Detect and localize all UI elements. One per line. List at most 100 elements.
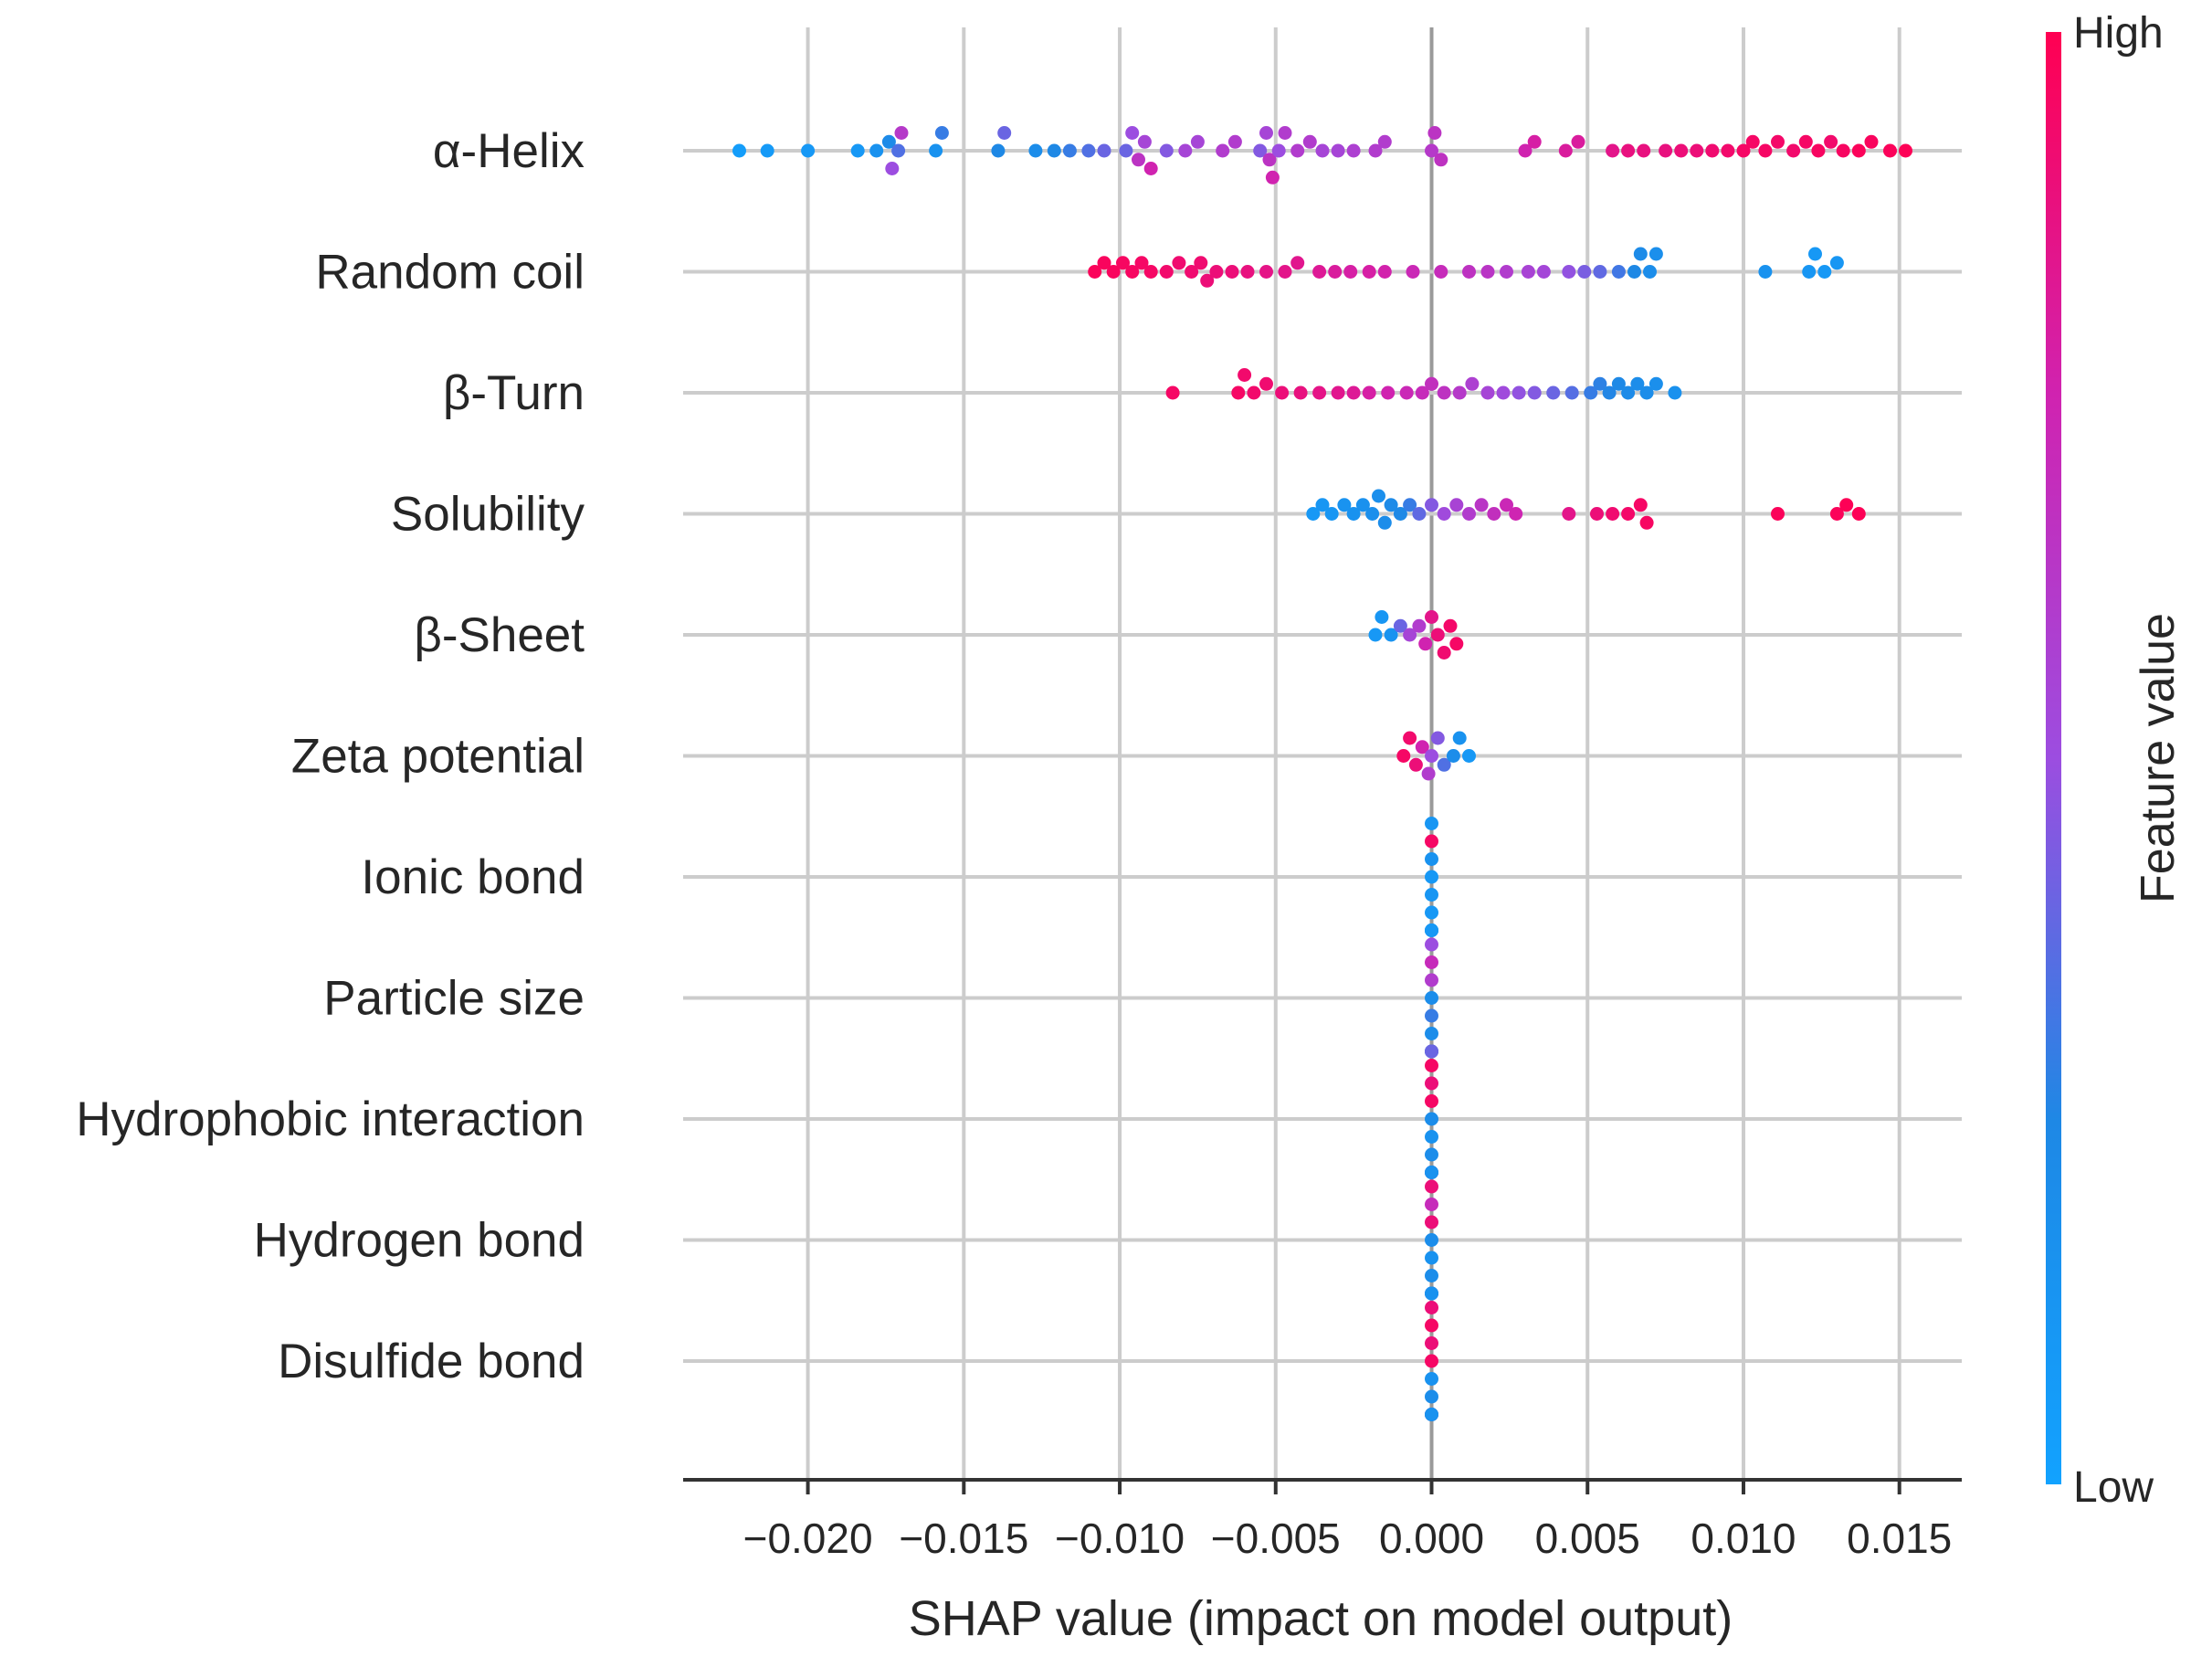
shap-point [1377, 515, 1392, 530]
feature-label: Zeta potential [291, 730, 585, 784]
feature-label: Hydrogen bond [254, 1214, 585, 1268]
shap-point [1446, 749, 1460, 763]
shap-point [1425, 1354, 1438, 1368]
shap-point [997, 126, 1012, 140]
shap-point [1758, 265, 1773, 279]
shap-point [1259, 126, 1273, 140]
shap-point [1143, 162, 1158, 175]
shap-point [1425, 955, 1438, 969]
shap-point [1509, 507, 1523, 521]
feature-label: α-Helix [433, 124, 585, 178]
x-tick-label: 0.015 [1847, 1515, 1952, 1562]
shap-point [1633, 247, 1648, 261]
shap-point [1165, 385, 1180, 400]
shap-point [1817, 265, 1832, 279]
shap-point [1425, 1112, 1438, 1126]
shap-point [1396, 749, 1411, 763]
shap-point [1106, 265, 1121, 279]
shap-point [1384, 628, 1398, 642]
shap-point [1399, 385, 1414, 400]
shap-point [1798, 134, 1813, 149]
feature-label: β-Turn [443, 366, 585, 420]
shap-point [1143, 265, 1158, 279]
shap-point [1802, 265, 1817, 279]
shap-point [1883, 143, 1897, 158]
shap-point [1362, 265, 1376, 279]
x-tick-label: −0.010 [1055, 1515, 1185, 1562]
shap-point [1593, 265, 1607, 279]
shap-point [1425, 905, 1438, 920]
shap-point [1443, 618, 1458, 633]
shap-point [1611, 265, 1626, 279]
shap-point [1480, 265, 1495, 279]
shap-point [1425, 991, 1438, 1005]
shap-point [1172, 256, 1186, 270]
shap-point [1562, 265, 1576, 279]
shap-point [1137, 134, 1152, 149]
shap-point [1736, 143, 1751, 158]
shap-point [1639, 515, 1654, 530]
shap-point [1425, 888, 1438, 902]
shap-point [1518, 143, 1533, 158]
data-points [732, 126, 1912, 1421]
shap-point [1771, 134, 1785, 149]
shap-point [1690, 143, 1704, 158]
shap-point [1418, 637, 1433, 651]
shap-point [1758, 143, 1773, 158]
shap-point [1425, 1059, 1438, 1072]
shap-point [1425, 1198, 1438, 1211]
shap-point [1306, 507, 1321, 521]
shap-point [1259, 265, 1273, 279]
shap-point [1452, 385, 1467, 400]
feature-label: Particle size [323, 972, 585, 1026]
shap-point [1408, 757, 1423, 772]
shap-point [1425, 1166, 1438, 1179]
shap-point [760, 143, 774, 158]
shap-point [991, 143, 1006, 158]
shap-point [1346, 507, 1361, 521]
shap-point [1425, 1336, 1438, 1350]
colorbar-high-label: High [2073, 9, 2164, 58]
shap-point [1627, 265, 1641, 279]
shap-point [891, 143, 906, 158]
shap-point [1705, 143, 1720, 158]
shap-point [1558, 143, 1573, 158]
shap-point [1839, 498, 1854, 512]
shap-point [1253, 143, 1268, 158]
shap-point [1324, 507, 1339, 521]
shap-point [1088, 265, 1102, 279]
shap-point [1312, 385, 1327, 400]
shap-point [1393, 618, 1407, 633]
shap-point [1331, 143, 1345, 158]
shap-point [1247, 385, 1261, 400]
shap-point [1425, 1076, 1438, 1091]
shap-point [1648, 247, 1663, 261]
shap-point [1425, 749, 1438, 763]
shap-point [1512, 385, 1526, 400]
x-axis: −0.020 −0.015 −0.010 −0.005 0.000 0.005 0.010 0… [683, 1478, 1962, 1562]
shap-point [1403, 628, 1417, 642]
shap-point [1621, 385, 1636, 400]
shap-point [934, 126, 949, 140]
shap-point [1346, 385, 1361, 400]
shap-point [1238, 368, 1252, 382]
shap-point [1648, 376, 1663, 391]
shap-point [1425, 1027, 1438, 1040]
shap-point [1425, 834, 1438, 849]
shap-point [1185, 265, 1199, 279]
shap-point [1430, 628, 1445, 642]
shap-point [1425, 1044, 1438, 1059]
shap-point [1584, 385, 1598, 400]
shap-point [1375, 610, 1389, 624]
x-tick-label: −0.020 [743, 1515, 873, 1562]
shap-point [929, 143, 943, 158]
shap-point [1786, 143, 1801, 158]
shap-point [1134, 256, 1149, 270]
shap-point [1425, 1147, 1438, 1162]
shap-point [1621, 507, 1636, 521]
shap-point [1278, 126, 1292, 140]
shap-point [1315, 498, 1330, 512]
shap-point [881, 134, 896, 149]
shap-point [1659, 143, 1673, 158]
